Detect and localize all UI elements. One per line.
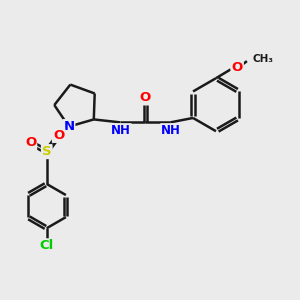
- Text: NH: NH: [161, 124, 181, 137]
- Text: O: O: [53, 129, 64, 142]
- Text: NH: NH: [111, 124, 131, 137]
- Text: S: S: [42, 145, 52, 158]
- Text: N: N: [63, 120, 74, 133]
- Text: Cl: Cl: [40, 239, 54, 252]
- Text: O: O: [232, 61, 243, 74]
- Text: O: O: [140, 92, 151, 104]
- Text: CH₃: CH₃: [252, 54, 273, 64]
- Text: O: O: [25, 136, 36, 149]
